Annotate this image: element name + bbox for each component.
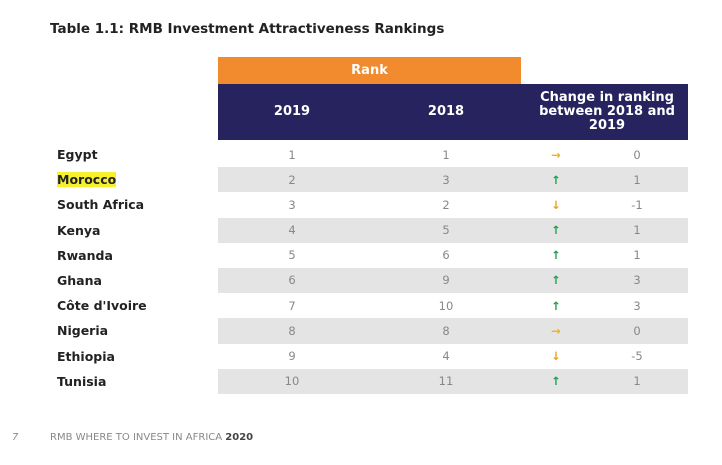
up-arrow-icon: ↑ <box>551 298 561 313</box>
rank-2018: 3 <box>442 172 450 187</box>
rank-2018: 8 <box>442 323 450 338</box>
up-arrow-icon: ↑ <box>551 172 561 187</box>
rank-2019: 3 <box>288 197 296 212</box>
rank-change: 1 <box>633 172 641 187</box>
rank-2019: 6 <box>288 273 296 288</box>
country-label: Ethiopia <box>57 348 115 364</box>
country-label: Tunisia <box>57 373 107 389</box>
rank-change: 3 <box>633 273 641 288</box>
rank-2018: 9 <box>442 273 450 288</box>
footer-year: 2020 <box>225 432 254 443</box>
up-arrow-icon: ↑ <box>551 374 561 389</box>
rank-2018: 4 <box>442 349 450 363</box>
rank-2019: 7 <box>288 298 296 313</box>
footer: 7 RMB WHERE TO INVEST IN AFRICA 2020 <box>12 432 253 443</box>
header-change: Change in ranking between 2018 and 2019 <box>539 90 675 133</box>
row-background <box>218 318 688 344</box>
rank-change: 0 <box>633 323 641 338</box>
rank-change: 1 <box>633 248 641 263</box>
country-name: Ethiopia <box>57 344 115 369</box>
row-background <box>218 217 688 243</box>
country-label: Ghana <box>57 272 102 288</box>
rank-2019: 8 <box>288 323 296 338</box>
country-label: Rwanda <box>57 247 113 263</box>
rank-2019: 4 <box>288 223 296 238</box>
country-name: Ghana <box>57 268 102 293</box>
rank-2019: 9 <box>288 349 296 363</box>
header-2019: 2019 <box>273 104 311 119</box>
country-name: Rwanda <box>57 243 113 268</box>
rank-change: 1 <box>633 374 641 389</box>
rank-2019: 10 <box>284 374 300 389</box>
up-arrow-icon: ↑ <box>551 223 561 238</box>
table-title: Table 1.1: RMB Investment Attractiveness… <box>50 21 445 37</box>
country-name: Nigeria <box>57 318 108 343</box>
up-arrow-icon: ↑ <box>551 273 561 288</box>
country-name: Morocco <box>57 167 117 192</box>
country-label: South Africa <box>57 197 145 213</box>
table-row: Rwanda 5 6 ↑ 1 <box>0 243 722 268</box>
footer-text: RMB WHERE TO INVEST IN AFRICA <box>50 432 226 443</box>
country-label: Kenya <box>57 222 101 238</box>
down-arrow-icon: ↓ <box>551 197 561 212</box>
rank-2018: 6 <box>442 248 450 263</box>
rank-2018: 10 <box>438 298 454 313</box>
country-name: Egypt <box>57 142 98 167</box>
header-2018: 2018 <box>427 104 465 119</box>
country-name: Côte d'Ivoire <box>57 293 147 318</box>
row-background <box>218 267 688 294</box>
table-row: Kenya 4 5 ↑ 1 <box>0 217 722 243</box>
right-arrow-icon: → <box>551 323 561 338</box>
down-arrow-icon: ↓ <box>551 349 561 363</box>
rank-change: 3 <box>633 298 641 313</box>
row-background <box>218 368 688 394</box>
table-row: Nigeria 8 8 → 0 <box>0 318 722 344</box>
rank-2018: 2 <box>442 197 450 212</box>
table-row: Tunisia 10 11 ↑ 1 <box>0 368 722 394</box>
page-number: 7 <box>12 432 19 443</box>
rank-2018: 11 <box>438 374 454 389</box>
rank-change: -5 <box>631 349 643 363</box>
country-label: Nigeria <box>57 323 109 339</box>
rank-2019: 1 <box>288 147 296 162</box>
row-background <box>218 167 688 193</box>
country-name: South Africa <box>57 192 144 217</box>
rank-change: 1 <box>633 223 641 238</box>
table-row: Morocco 2 3 ↑ 1 <box>0 167 722 193</box>
country-name: Tunisia <box>57 369 106 394</box>
rank-2018: 1 <box>442 147 450 162</box>
table-body: Egypt 1 1 → 0 Morocco 2 3 ↑ 1 South Afri… <box>0 142 722 394</box>
column-header-row: 2019 2018 Change in ranking between 2018… <box>218 84 688 140</box>
rank-2019: 2 <box>288 172 296 187</box>
up-arrow-icon: ↑ <box>551 248 561 263</box>
table-row: Egypt 1 1 → 0 <box>0 142 722 167</box>
country-label: Côte d'Ivoire <box>57 298 147 314</box>
table-row: Ghana 6 9 ↑ 3 <box>0 267 722 294</box>
rank-change: 0 <box>633 147 641 162</box>
country-label: Morocco <box>57 172 117 188</box>
rank-2019: 5 <box>288 248 296 263</box>
country-name: Kenya <box>57 218 100 243</box>
rank-header: Rank <box>218 57 521 84</box>
table-row: South Africa 3 2 ↓ -1 <box>0 192 722 217</box>
rank-2018: 5 <box>442 223 450 238</box>
right-arrow-icon: → <box>551 147 561 162</box>
table-row: Ethiopia 9 4 ↓ -5 <box>0 344 722 369</box>
rank-change: -1 <box>631 197 643 212</box>
table-row: Côte d'Ivoire 7 10 ↑ 3 <box>0 293 722 318</box>
country-label: Egypt <box>57 147 98 162</box>
